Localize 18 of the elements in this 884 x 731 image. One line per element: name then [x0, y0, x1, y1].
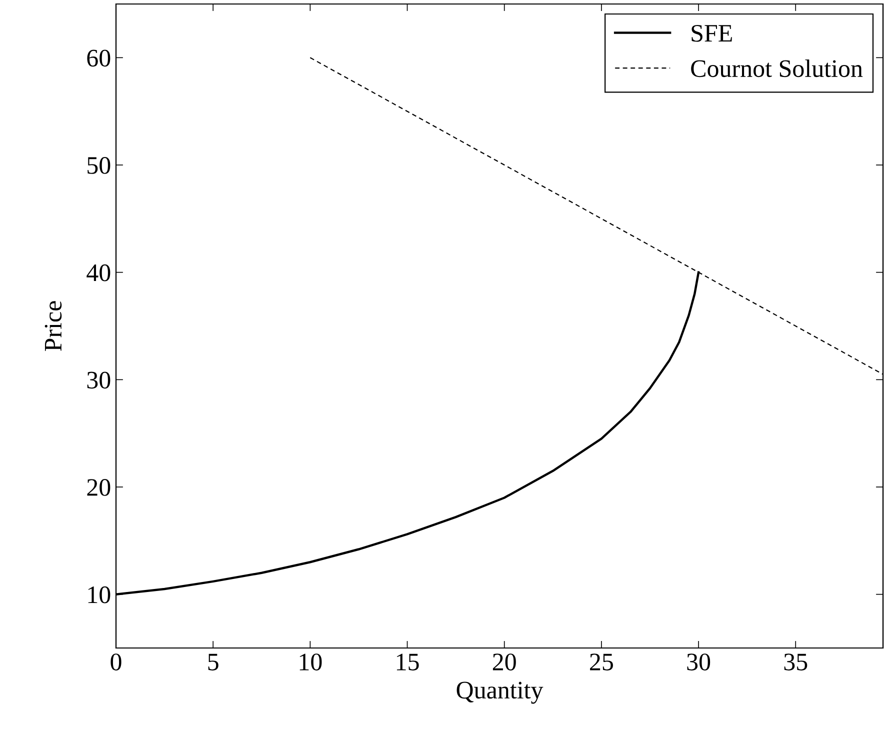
x-tick-label: 20: [492, 654, 516, 670]
x-tick-label: 15: [396, 654, 419, 670]
x-tick-label: 10: [300, 654, 322, 670]
x-tick-label: 30: [687, 654, 710, 670]
y-tick-label: 30: [87, 372, 110, 389]
y-tick-label: 20: [87, 479, 110, 496]
legend-label: Cournot Solution: [691, 59, 863, 78]
x-tick-label: 35: [784, 654, 808, 670]
y-tick-label: 60: [87, 50, 110, 67]
x-tick-label: 5: [208, 654, 218, 670]
y-tick-label: 10: [88, 586, 110, 604]
y-tick-label: 50: [88, 157, 110, 174]
y-tick-label: 40: [86, 264, 110, 282]
legend-label: SFE: [692, 24, 732, 42]
x-tick-label: 25: [590, 654, 613, 670]
x-axis-title: Quantity: [456, 682, 544, 704]
x-tick-label: 0: [110, 654, 122, 670]
y-axis-title: Price: [44, 301, 62, 351]
